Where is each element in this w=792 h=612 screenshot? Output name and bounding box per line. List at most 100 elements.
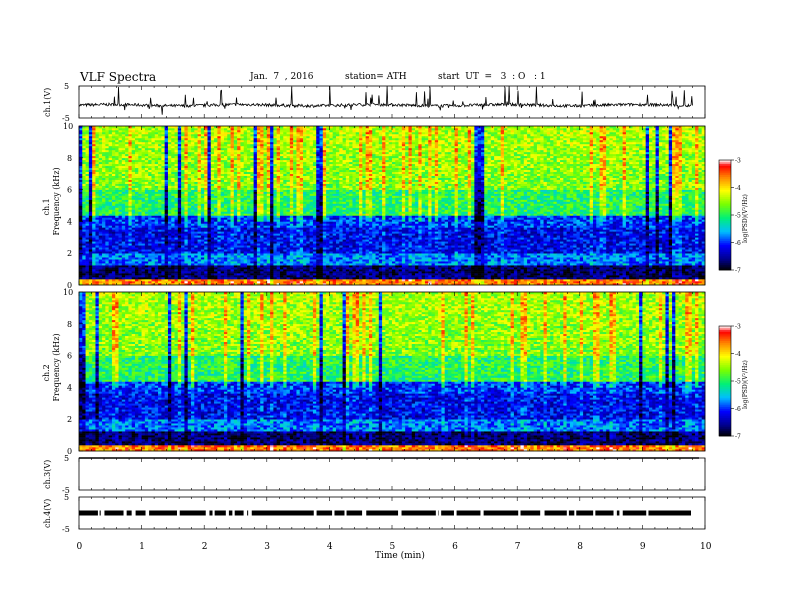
spectrogram-cell [125,152,129,154]
spectrogram-cell [82,221,86,223]
spectrogram-cell [119,237,123,239]
spectrogram-cell [125,219,129,221]
spectrogram-cell [92,188,96,190]
spectrogram-cell [119,148,123,150]
spectrogram-cell [119,211,123,213]
spectrogram-cell [119,174,123,176]
spectrogram-cell [105,249,109,251]
spectrogram-cell [109,269,113,271]
spectrogram-cell [109,219,113,221]
spectrogram-cell [125,265,129,267]
spectrogram-cell [122,204,126,206]
spectrogram-cell [128,219,132,221]
spectrogram-cell [102,227,106,229]
spectrogram-cell [115,162,119,164]
spectrogram-cell [102,241,106,243]
spectrogram-cell [119,247,123,249]
spectrogram-cell [95,186,99,188]
spectrogram-cell [95,281,99,283]
spectrogram-cell [125,213,129,215]
spectrogram-cell [122,128,126,130]
spectrogram-cell [105,196,109,198]
spectrogram-cell [95,231,99,233]
spectrogram-cell [105,176,109,178]
spectrogram-cell [115,231,119,233]
spectrogram-cell [99,231,103,233]
spectrogram-cell [109,277,113,279]
spectrogram-cell [99,241,103,243]
spectrogram-cell [105,207,109,209]
spectrogram-cell [122,281,126,283]
spectrogram-cell [89,176,93,178]
spectrogram-cell [89,275,93,277]
spectrogram-cell [105,261,109,263]
spectrogram-cell [105,223,109,225]
spectrogram-cell [105,134,109,136]
spectrogram-cell [102,211,106,213]
spectrogram-cell [119,136,123,138]
spectrogram-cell [109,206,113,208]
spectrogram-cell [86,178,90,180]
spectrogram-cell [79,198,83,200]
spectrogram-cell [112,223,116,225]
spectrogram-cell [122,233,126,235]
spectrogram-cell [99,255,103,257]
spectrogram-cell [89,128,93,130]
spectrogram-cell [115,178,119,180]
spectrogram-cell [109,271,113,273]
spectrogram-cell [82,192,86,194]
spectrogram-cell [122,180,126,182]
spectrogram-cell [86,176,90,178]
spectrogram-cell [109,231,113,233]
spectrogram-cell [102,247,106,249]
spectrogram-cell [122,198,126,200]
spectrogram-cell [79,255,83,257]
spectrogram-cell [115,194,119,196]
spectrogram-cell [92,261,96,263]
spectrogram-cell [86,267,90,269]
spectrogram-cell [115,225,119,227]
spectrogram-cell [95,136,99,138]
spectrogram-cell [82,142,86,144]
spectrogram-cell [89,198,93,200]
spectrogram-cell [105,184,109,186]
spectrogram-cell [122,202,126,204]
spectrogram-cell [79,154,83,156]
spectrogram-cell [92,267,96,269]
spectrogram-cell [109,164,113,166]
spectrogram-cell [86,154,90,156]
spectrogram-cell [125,144,129,146]
spectrogram-cell [82,158,86,160]
spectrogram-cell [128,263,132,265]
spectrogram-cell [99,174,103,176]
spectrogram-cell [92,217,96,219]
spectrogram-cell [112,207,116,209]
spectrogram-cell [105,194,109,196]
spectrogram-cell [89,170,93,172]
spectrogram-cell [128,245,132,247]
spectrogram-cell [128,273,132,275]
spectrogram-cell [95,192,99,194]
spectrogram-cell [128,231,132,233]
spectrogram-cell [102,176,106,178]
spectrogram-cell [112,130,116,132]
spectrogram-cell [95,223,99,225]
spectrogram-cell [79,162,83,164]
spectrogram-cell [115,259,119,261]
spectrogram-cell [105,190,109,192]
spectrogram-cell [119,259,123,261]
spectrogram-cell [92,150,96,152]
spectrogram-cell [99,257,103,259]
spectrogram-cell [119,219,123,221]
spectrogram-cell [125,140,129,142]
spectrogram-cell [109,202,113,204]
spectrogram-cell [119,150,123,152]
spectrogram-cell [112,142,116,144]
spectrogram-cell [109,259,113,261]
spectrogram-cell [128,241,132,243]
spectrogram-cell [109,229,113,231]
spectrogram-cell [79,170,83,172]
spectrogram-cell [119,277,123,279]
spectrogram-cell [122,265,126,267]
spectrogram-cell [89,217,93,219]
